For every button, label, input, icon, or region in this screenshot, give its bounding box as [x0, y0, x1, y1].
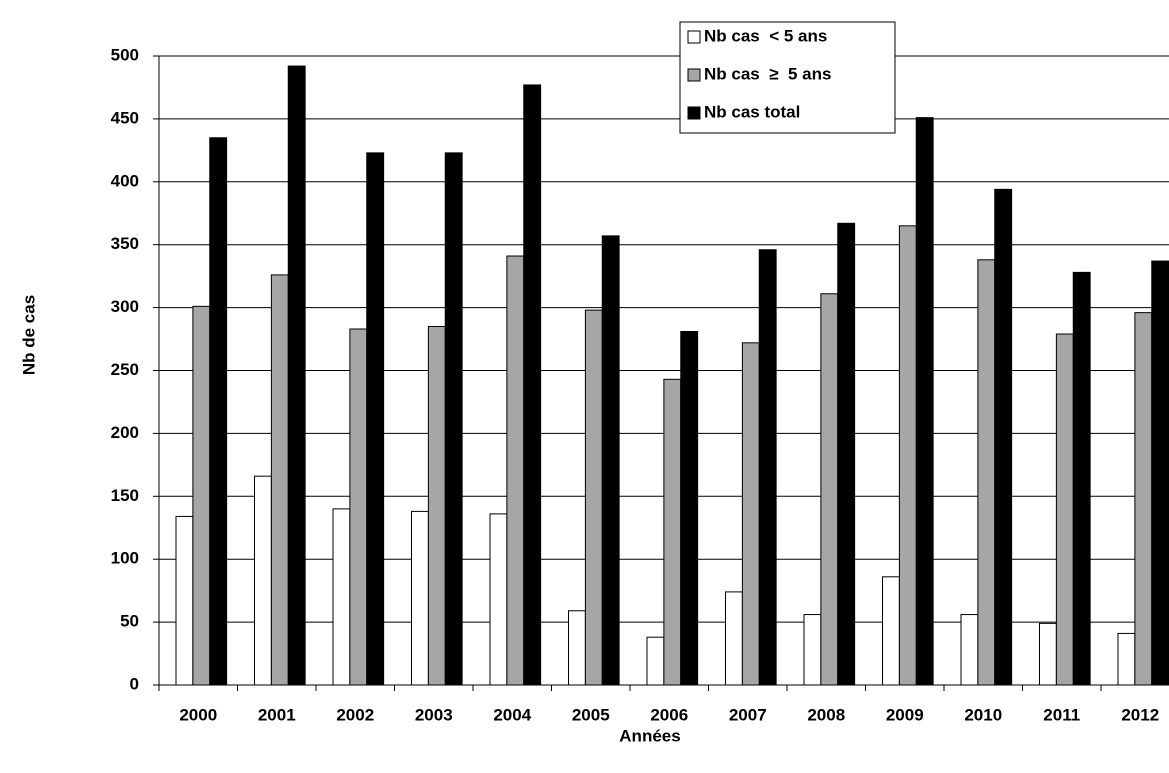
x-tick-label: 2009 — [886, 705, 924, 724]
y-tick-label: 100 — [111, 549, 139, 568]
bar — [175, 515, 194, 686]
y-tick-label: 0 — [130, 674, 139, 693]
bar — [506, 255, 525, 686]
bar — [568, 610, 586, 686]
bar — [349, 328, 368, 686]
y-tick-label: 400 — [111, 171, 139, 190]
bar — [1117, 632, 1136, 686]
bar — [1055, 333, 1074, 686]
bar — [411, 510, 429, 686]
legend-swatch — [687, 106, 701, 120]
bar — [523, 84, 542, 686]
y-tick-label: 500 — [111, 45, 139, 64]
x-tick-label: 2010 — [964, 705, 1002, 724]
bar — [489, 513, 508, 686]
bar — [192, 305, 211, 686]
bar — [366, 152, 385, 686]
x-tick-label: 2002 — [336, 705, 374, 724]
bar — [663, 378, 682, 686]
x-tick-label: 2006 — [650, 705, 688, 724]
bar — [882, 576, 900, 686]
bar — [1039, 622, 1057, 686]
legend-swatch — [687, 68, 701, 82]
x-tick-label: 2003 — [415, 705, 453, 724]
y-tick-label: 350 — [111, 234, 139, 253]
bar — [1072, 271, 1091, 686]
y-tick-label: 250 — [111, 360, 139, 379]
bar — [725, 591, 743, 686]
legend-label: Nb cas < 5 ans — [704, 26, 827, 45]
x-tick-label: 2005 — [572, 705, 610, 724]
x-tick-label: 2001 — [258, 705, 296, 724]
y-axis-title: Nb de cas — [19, 295, 38, 375]
bar — [332, 508, 351, 686]
x-tick-label: 2012 — [1121, 705, 1159, 724]
bar — [837, 222, 856, 686]
bar — [758, 249, 777, 686]
bar — [898, 225, 917, 686]
bar — [915, 117, 934, 686]
bar — [960, 614, 979, 686]
legend: Nb cas < 5 ans Nb cas ≥ 5 ans Nb cas total — [679, 21, 896, 134]
y-tick-label: 150 — [111, 486, 139, 505]
bar — [584, 309, 603, 686]
bar — [287, 65, 306, 686]
x-tick-label: 2011 — [1043, 705, 1080, 724]
bar — [820, 293, 839, 686]
x-tick-label: 2000 — [179, 705, 217, 724]
bar — [601, 235, 620, 686]
y-tick-label: 200 — [111, 423, 139, 442]
bar — [994, 188, 1013, 686]
bar — [646, 636, 665, 686]
legend-label: Nb cas total — [704, 102, 800, 121]
bar — [270, 274, 289, 686]
x-tick-label: 2007 — [729, 705, 767, 724]
y-tick-label: 50 — [120, 612, 139, 631]
legend-swatch — [687, 30, 701, 44]
bar — [444, 152, 463, 686]
bar — [254, 475, 272, 686]
bar — [1151, 260, 1169, 686]
bar — [741, 342, 760, 686]
y-tick-label: 450 — [111, 108, 139, 127]
y-tick-label: 300 — [111, 297, 139, 316]
bar — [209, 137, 228, 686]
bar — [427, 325, 446, 686]
legend-box — [679, 21, 896, 134]
x-axis-title: Années — [619, 726, 680, 745]
x-tick-label: 2008 — [807, 705, 845, 724]
bar — [803, 614, 822, 686]
bar — [680, 331, 699, 686]
legend-label: Nb cas ≥ 5 ans — [704, 64, 831, 83]
x-tick-label: 2004 — [493, 705, 531, 724]
bar — [1134, 312, 1153, 686]
bar — [977, 259, 996, 686]
